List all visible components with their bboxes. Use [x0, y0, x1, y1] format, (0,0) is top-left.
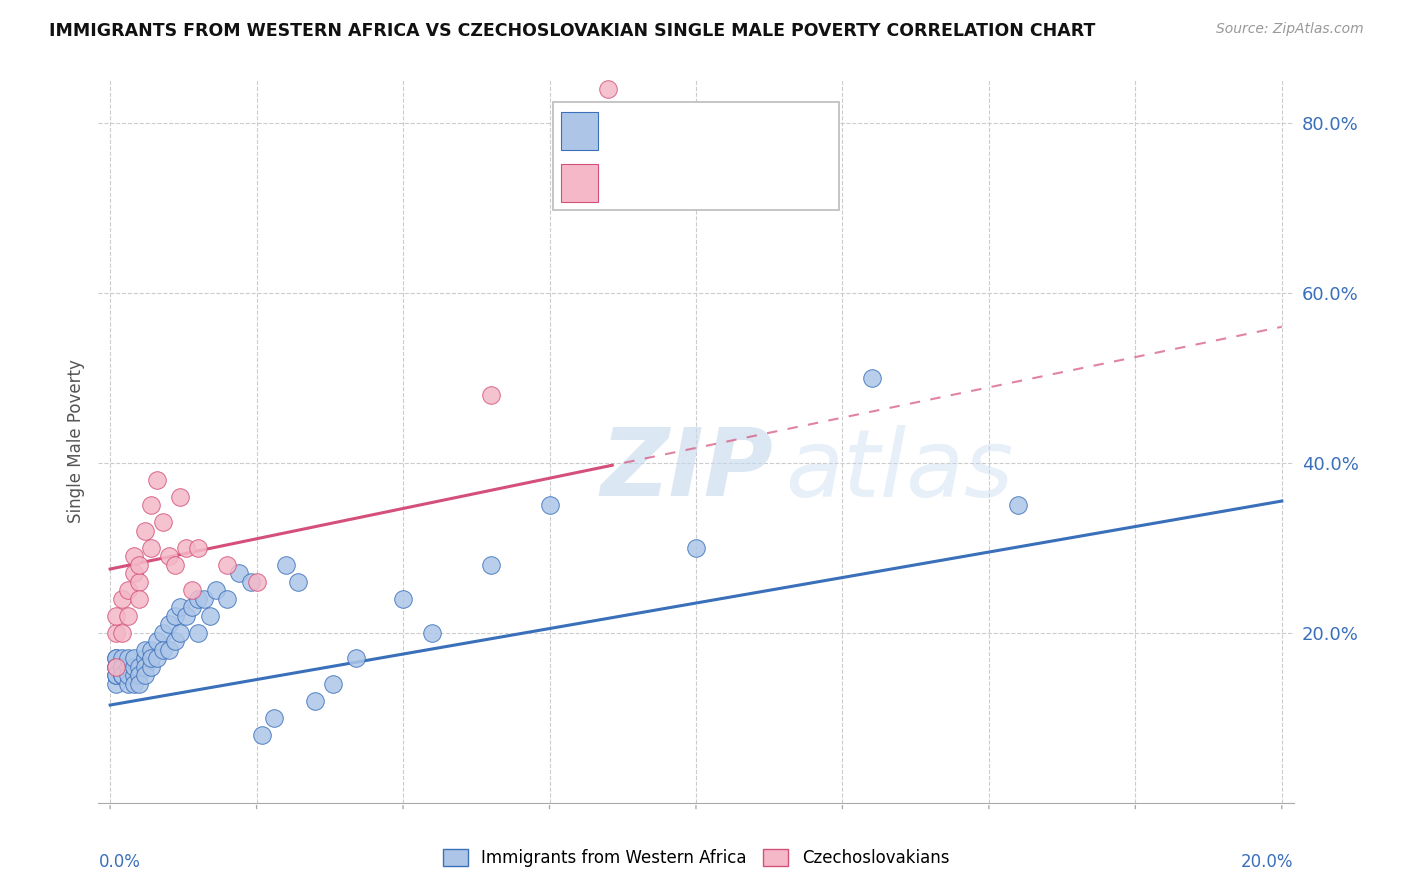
Czechoslovakians: [111, 591, 134, 606]
Immigrants from Western Africa: [141, 651, 163, 665]
Immigrants from Western Africa: [174, 608, 197, 623]
Immigrants from Western Africa: [252, 728, 274, 742]
Czechoslovakians: [146, 473, 169, 487]
Czechoslovakians: [181, 583, 204, 598]
Czechoslovakians: [122, 566, 145, 581]
Czechoslovakians: [111, 625, 134, 640]
Czechoslovakians: [105, 625, 128, 640]
Immigrants from Western Africa: [134, 642, 156, 657]
Czechoslovakians: [122, 549, 145, 564]
Immigrants from Western Africa: [204, 583, 226, 598]
Immigrants from Western Africa: [141, 660, 163, 674]
Immigrants from Western Africa: [111, 660, 134, 674]
Immigrants from Western Africa: [193, 591, 215, 606]
Czechoslovakians: [105, 660, 128, 674]
Immigrants from Western Africa: [105, 677, 128, 691]
Immigrants from Western Africa: [422, 625, 444, 640]
Immigrants from Western Africa: [111, 668, 134, 682]
Text: 20.0%: 20.0%: [1241, 854, 1294, 871]
Immigrants from Western Africa: [198, 608, 221, 623]
Immigrants from Western Africa: [146, 651, 169, 665]
Immigrants from Western Africa: [111, 668, 134, 682]
Immigrants from Western Africa: [157, 617, 180, 632]
Immigrants from Western Africa: [105, 660, 128, 674]
Immigrants from Western Africa: [163, 634, 186, 648]
Immigrants from Western Africa: [163, 608, 186, 623]
Czechoslovakians: [163, 558, 186, 572]
Immigrants from Western Africa: [344, 651, 367, 665]
Immigrants from Western Africa: [392, 591, 415, 606]
Immigrants from Western Africa: [117, 651, 139, 665]
Czechoslovakians: [598, 82, 620, 96]
Immigrants from Western Africa: [322, 677, 344, 691]
Immigrants from Western Africa: [105, 668, 128, 682]
Immigrants from Western Africa: [152, 625, 174, 640]
Czechoslovakians: [141, 498, 163, 512]
Immigrants from Western Africa: [128, 660, 150, 674]
Czechoslovakians: [174, 541, 197, 555]
Immigrants from Western Africa: [105, 651, 128, 665]
Immigrants from Western Africa: [105, 651, 128, 665]
Immigrants from Western Africa: [105, 660, 128, 674]
Immigrants from Western Africa: [181, 600, 204, 615]
Text: Source: ZipAtlas.com: Source: ZipAtlas.com: [1216, 22, 1364, 37]
Immigrants from Western Africa: [122, 668, 145, 682]
Immigrants from Western Africa: [169, 600, 191, 615]
Czechoslovakians: [157, 549, 180, 564]
Immigrants from Western Africa: [685, 541, 707, 555]
Czechoslovakians: [117, 608, 139, 623]
Immigrants from Western Africa: [217, 591, 239, 606]
Immigrants from Western Africa: [538, 498, 561, 512]
Immigrants from Western Africa: [152, 642, 174, 657]
Immigrants from Western Africa: [187, 625, 209, 640]
Immigrants from Western Africa: [157, 642, 180, 657]
Immigrants from Western Africa: [128, 668, 150, 682]
Czechoslovakians: [128, 591, 150, 606]
Czechoslovakians: [141, 541, 163, 555]
Immigrants from Western Africa: [228, 566, 250, 581]
Immigrants from Western Africa: [105, 668, 128, 682]
Text: ZIP: ZIP: [600, 425, 773, 516]
Immigrants from Western Africa: [287, 574, 309, 589]
Immigrants from Western Africa: [117, 677, 139, 691]
Immigrants from Western Africa: [111, 651, 134, 665]
Immigrants from Western Africa: [111, 660, 134, 674]
Y-axis label: Single Male Poverty: Single Male Poverty: [66, 359, 84, 524]
Immigrants from Western Africa: [263, 711, 285, 725]
Immigrants from Western Africa: [141, 642, 163, 657]
Immigrants from Western Africa: [304, 694, 326, 708]
Immigrants from Western Africa: [479, 558, 502, 572]
Immigrants from Western Africa: [860, 371, 883, 385]
Czechoslovakians: [479, 388, 502, 402]
Immigrants from Western Africa: [134, 651, 156, 665]
Czechoslovakians: [152, 516, 174, 530]
Immigrants from Western Africa: [117, 668, 139, 682]
Legend: Immigrants from Western Africa, Czechoslovakians: Immigrants from Western Africa, Czechosl…: [436, 842, 956, 874]
Czechoslovakians: [128, 558, 150, 572]
Czechoslovakians: [117, 583, 139, 598]
Immigrants from Western Africa: [122, 677, 145, 691]
Immigrants from Western Africa: [146, 634, 169, 648]
Immigrants from Western Africa: [134, 668, 156, 682]
Immigrants from Western Africa: [169, 625, 191, 640]
Czechoslovakians: [169, 490, 191, 504]
Text: IMMIGRANTS FROM WESTERN AFRICA VS CZECHOSLOVAKIAN SINGLE MALE POVERTY CORRELATIO: IMMIGRANTS FROM WESTERN AFRICA VS CZECHO…: [49, 22, 1095, 40]
Czechoslovakians: [187, 541, 209, 555]
Immigrants from Western Africa: [274, 558, 297, 572]
Czechoslovakians: [134, 524, 156, 538]
Text: 0.0%: 0.0%: [98, 854, 141, 871]
Immigrants from Western Africa: [134, 660, 156, 674]
Immigrants from Western Africa: [128, 677, 150, 691]
Czechoslovakians: [217, 558, 239, 572]
Text: atlas: atlas: [786, 425, 1014, 516]
Czechoslovakians: [128, 574, 150, 589]
Immigrants from Western Africa: [117, 660, 139, 674]
Czechoslovakians: [105, 608, 128, 623]
Immigrants from Western Africa: [187, 591, 209, 606]
Immigrants from Western Africa: [122, 651, 145, 665]
Immigrants from Western Africa: [122, 660, 145, 674]
Immigrants from Western Africa: [1007, 498, 1029, 512]
Czechoslovakians: [246, 574, 269, 589]
Immigrants from Western Africa: [239, 574, 262, 589]
